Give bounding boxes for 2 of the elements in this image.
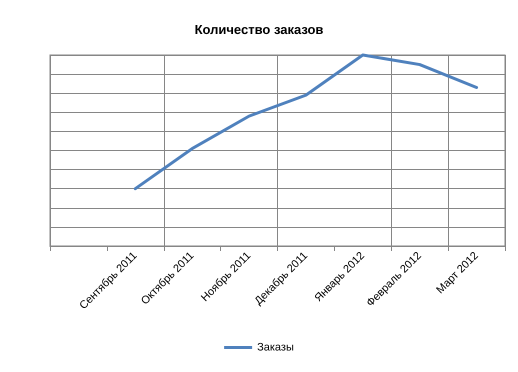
chart-title: Количество заказов	[194, 22, 324, 37]
legend-label: Заказы	[257, 342, 294, 354]
